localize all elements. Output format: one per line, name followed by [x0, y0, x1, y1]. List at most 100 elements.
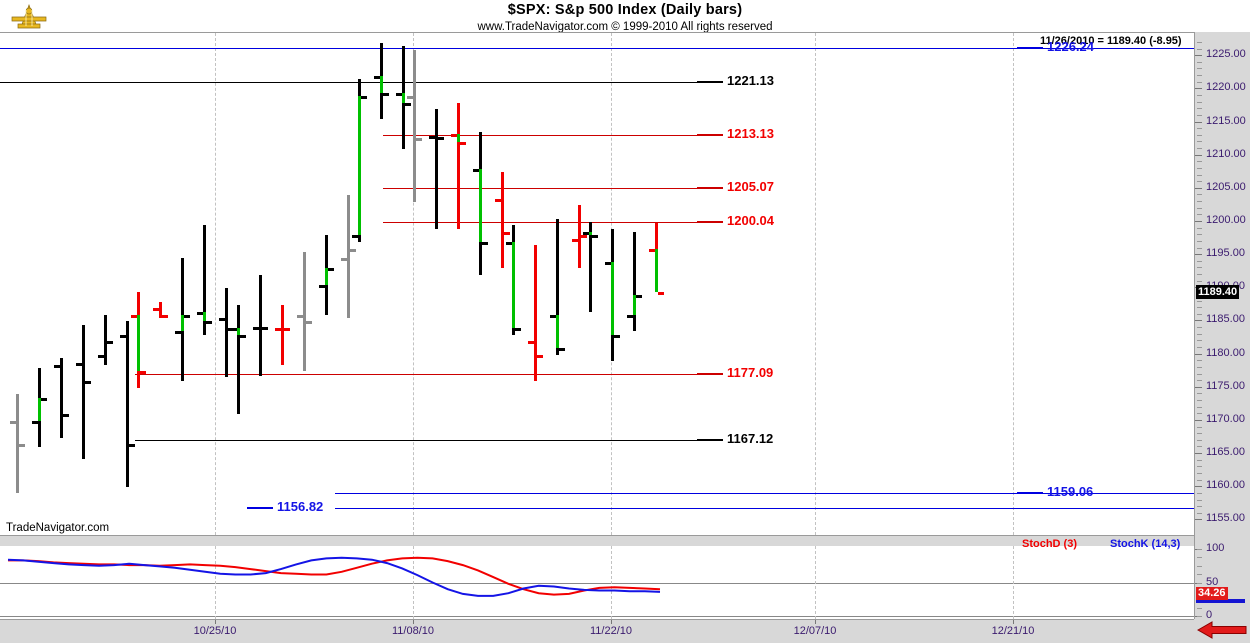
ohlc-bar[interactable] — [589, 222, 592, 312]
ohlc-close-tick — [19, 444, 25, 448]
axis-tick-minor — [1197, 479, 1202, 481]
ohlc-close-tick — [350, 248, 356, 252]
price-level-marker — [697, 187, 723, 190]
price-level-line[interactable] — [383, 134, 718, 136]
axis-tick-major — [1195, 386, 1202, 388]
ohlc-open-tick — [374, 76, 380, 80]
price-level-line[interactable] — [383, 221, 718, 223]
ohlc-open-tick — [253, 326, 259, 330]
ohlc-open-tick — [153, 308, 159, 312]
axis-tick-minor — [1197, 201, 1202, 203]
ohlc-bar[interactable] — [303, 251, 306, 371]
ohlc-bar[interactable] — [237, 304, 240, 415]
ohlc-bar[interactable] — [60, 357, 63, 438]
ohlc-open-tick — [407, 96, 413, 99]
ohlc-open-tick — [219, 318, 225, 322]
ohlc-bar[interactable] — [82, 324, 85, 460]
page-title: $SPX: S&p 500 Index (Daily bars) — [507, 2, 743, 18]
ohlc-bar[interactable] — [159, 301, 162, 319]
axis-tick-minor — [1197, 313, 1202, 315]
ohlc-close-tick — [328, 268, 334, 272]
axis-tick-minor — [1197, 333, 1202, 335]
grid-line-vertical — [815, 546, 816, 619]
ohlc-close-tick — [416, 138, 422, 142]
axis-tick-minor — [1197, 340, 1202, 342]
ohlc-open-tick — [528, 341, 534, 345]
stoch-grid-line — [0, 582, 1194, 584]
ohlc-bar-gain-segment — [655, 248, 658, 293]
axis-tick-major — [1195, 519, 1202, 521]
price-axis-label: 1185.00 — [1206, 313, 1245, 326]
ohlc-close-tick — [515, 328, 521, 332]
ohlc-close-tick — [361, 96, 367, 99]
legend-stoch-d: StochD (3) — [1022, 538, 1077, 550]
price-axis-label: 1205.00 — [1206, 180, 1246, 193]
ohlc-bar[interactable] — [203, 225, 206, 335]
axis-tick-minor — [1197, 549, 1202, 550]
ohlc-bar[interactable] — [501, 172, 504, 269]
stochastic-pane[interactable] — [0, 546, 1194, 619]
axis-tick-minor — [1197, 81, 1202, 83]
ohlc-bar[interactable] — [259, 275, 262, 376]
axis-tick-minor — [1197, 347, 1202, 348]
price-level-label: 1200.04 — [727, 212, 774, 228]
ohlc-bar[interactable] — [347, 195, 350, 319]
axis-tick-minor — [1197, 214, 1202, 216]
ohlc-open-tick — [297, 314, 303, 318]
price-level-line[interactable] — [135, 440, 718, 442]
grid-line-vertical — [815, 33, 816, 535]
price-chart-pane[interactable] — [0, 32, 1194, 536]
ohlc-open-tick — [572, 238, 578, 242]
ohlc-bar[interactable] — [413, 49, 416, 203]
ohlc-bar[interactable] — [556, 218, 559, 355]
price-level-line[interactable] — [383, 188, 718, 190]
ohlc-bar[interactable] — [435, 109, 438, 229]
ohlc-bar-gain-segment — [633, 294, 636, 315]
chart-header: $SPX: S&p 500 Index (Daily bars) www.Tra… — [0, 0, 1250, 33]
axis-tick-minor — [1197, 108, 1202, 110]
price-level-line[interactable] — [335, 508, 1194, 510]
ohlc-bar[interactable] — [104, 314, 107, 366]
axis-tick-minor — [1197, 41, 1202, 43]
axis-tick-minor — [1197, 433, 1202, 435]
grid-line-vertical — [1013, 33, 1014, 535]
ohlc-bar[interactable] — [126, 321, 129, 488]
axis-tick-minor — [1197, 574, 1202, 576]
price-level-label: 1221.13 — [727, 72, 774, 88]
price-axis-label: 1195.00 — [1206, 247, 1245, 260]
date-axis-label: 12/07/10 — [793, 625, 837, 637]
axis-tick-minor — [1197, 260, 1202, 262]
ohlc-bar[interactable] — [578, 205, 581, 269]
ohlc-open-tick — [10, 420, 16, 424]
ohlc-bar[interactable] — [534, 245, 537, 382]
date-axis[interactable]: 10/25/10 11/08/10 11/22/10 12/07/10 12/21/10 — [0, 619, 1194, 643]
price-level-line[interactable] — [135, 373, 718, 375]
ohlc-bar[interactable] — [281, 304, 284, 365]
date-axis-label: 10/25/10 — [193, 625, 237, 637]
ohlc-open-tick — [120, 334, 126, 338]
ohlc-close-tick — [41, 397, 47, 401]
left-arrow-icon[interactable] — [1196, 620, 1248, 640]
price-level-line[interactable] — [0, 47, 1194, 49]
price-axis[interactable]: 1225.00 1220.00 1215.00 1210.00 1205.00 1200.… — [1194, 32, 1250, 536]
axis-tick-major — [1195, 221, 1202, 222]
ohlc-open-tick — [627, 314, 633, 318]
ohlc-bar[interactable] — [633, 231, 636, 332]
axis-tick-minor — [1197, 234, 1202, 236]
ohlc-bar-gain-segment — [556, 314, 559, 348]
ohlc-close-tick — [581, 235, 587, 239]
ohlc-bar[interactable] — [16, 394, 19, 493]
axis-tick-minor — [1197, 327, 1202, 329]
ohlc-bar-gain-segment — [237, 328, 240, 335]
stoch-axis-label: 100 — [1206, 542, 1225, 554]
axis-tick-major — [1195, 55, 1202, 57]
ohlc-open-tick — [473, 168, 479, 172]
price-level-line[interactable] — [335, 493, 1194, 495]
axis-tick-minor — [1197, 512, 1202, 514]
watermark: TradeNavigator.com — [6, 522, 110, 534]
ohlc-bar[interactable] — [225, 288, 228, 378]
ohlc-bar[interactable] — [457, 102, 460, 229]
grid-line-vertical — [413, 546, 414, 619]
axis-tick-minor — [1197, 492, 1202, 494]
ohlc-close-tick — [184, 314, 190, 318]
